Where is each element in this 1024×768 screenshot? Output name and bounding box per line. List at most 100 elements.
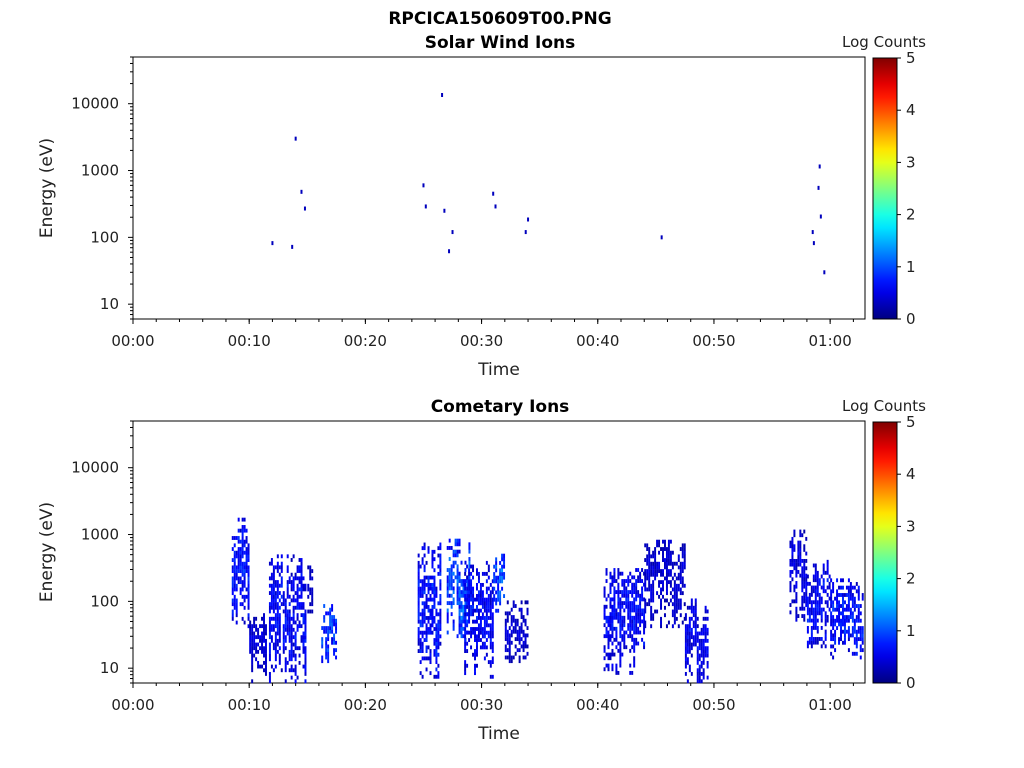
data-cell xyxy=(840,578,842,583)
data-cell xyxy=(840,585,842,590)
data-cell xyxy=(629,630,632,635)
data-cell xyxy=(637,619,640,624)
data-cell xyxy=(439,553,442,558)
data-cell xyxy=(294,664,297,669)
data-cell xyxy=(635,593,638,598)
data-cell xyxy=(650,609,653,614)
data-cell xyxy=(493,594,496,599)
data-cell xyxy=(292,598,295,603)
data-cell xyxy=(857,637,860,642)
data-cell xyxy=(464,660,467,665)
data-cell xyxy=(481,616,484,620)
data-cell xyxy=(857,615,860,619)
data-cell xyxy=(801,570,804,574)
data-cell xyxy=(615,615,618,620)
data-cell xyxy=(458,549,461,554)
data-cell xyxy=(646,561,649,566)
data-cell xyxy=(629,579,632,583)
data-cell xyxy=(304,627,307,632)
data-cell xyxy=(801,533,804,538)
data-cell xyxy=(448,582,451,587)
data-cell xyxy=(834,648,837,653)
data-cell xyxy=(251,660,254,665)
data-cell xyxy=(491,674,494,679)
data-cell xyxy=(247,591,250,596)
data-cell xyxy=(472,612,475,617)
data-cell xyxy=(290,653,293,658)
data-cell xyxy=(456,568,459,572)
data-cell xyxy=(241,532,244,537)
data-cell xyxy=(458,542,461,547)
data-cell xyxy=(694,598,697,603)
data-cell xyxy=(688,635,691,640)
data-cell xyxy=(637,590,640,594)
data-cell xyxy=(464,582,467,587)
data-cell xyxy=(812,614,815,619)
data-cell xyxy=(456,601,459,606)
data-cell xyxy=(462,604,465,609)
data-cell xyxy=(458,630,461,635)
data-cell xyxy=(669,598,672,603)
data-cell xyxy=(458,601,461,606)
data-cell xyxy=(280,668,283,673)
data-cell xyxy=(249,638,252,643)
data-cell xyxy=(679,598,682,603)
data-cell xyxy=(464,619,467,624)
data-cell xyxy=(824,633,827,638)
data-cell xyxy=(639,601,642,606)
data-cell xyxy=(448,575,451,580)
data-cell xyxy=(625,586,628,591)
data-cell xyxy=(698,631,701,636)
data-cell xyxy=(470,608,473,613)
data-cell xyxy=(466,619,469,624)
data-cell xyxy=(814,622,817,627)
data-cell xyxy=(696,635,699,640)
data-cell xyxy=(425,605,428,609)
data-cell xyxy=(633,656,636,661)
data-cell xyxy=(857,607,860,612)
data-cell xyxy=(472,605,475,609)
data-cell xyxy=(485,623,488,628)
data-cell xyxy=(235,587,238,592)
colorbar-tick-label: 3 xyxy=(906,517,916,535)
data-cell xyxy=(421,619,424,624)
data-cell xyxy=(704,609,707,614)
data-cell xyxy=(808,611,811,616)
data-cell xyxy=(669,591,672,596)
data-cell xyxy=(298,602,301,607)
data-cell xyxy=(433,597,436,602)
data-cell xyxy=(333,618,336,623)
data-cell xyxy=(282,594,285,599)
colorbar-gradient xyxy=(872,57,898,320)
data-cell xyxy=(501,568,504,573)
data-cell xyxy=(483,630,486,635)
data-cell xyxy=(247,547,250,551)
data-cell xyxy=(464,579,467,583)
data-cell xyxy=(241,583,244,588)
data-cell xyxy=(460,590,463,595)
data-cell xyxy=(477,623,480,628)
data-cell xyxy=(491,645,494,650)
data-cell xyxy=(483,627,486,631)
data-cell xyxy=(433,593,436,598)
data-cell xyxy=(677,554,680,559)
data-cell xyxy=(652,580,655,585)
data-cell xyxy=(690,616,693,621)
data-cell xyxy=(464,671,467,676)
data-cell xyxy=(437,601,440,606)
data-cell xyxy=(841,604,844,608)
data-cell xyxy=(603,604,606,609)
data-cell xyxy=(294,668,297,673)
data-cell xyxy=(251,653,254,658)
data-cell xyxy=(681,565,684,570)
data-cell xyxy=(452,564,455,569)
data-cell xyxy=(667,572,670,577)
data-cell xyxy=(429,608,432,613)
data-cell xyxy=(435,674,438,679)
data-cell xyxy=(631,593,634,598)
data-cell xyxy=(791,599,794,604)
data-cell xyxy=(462,619,465,624)
data-cell xyxy=(665,576,668,581)
data-cell xyxy=(331,626,334,631)
